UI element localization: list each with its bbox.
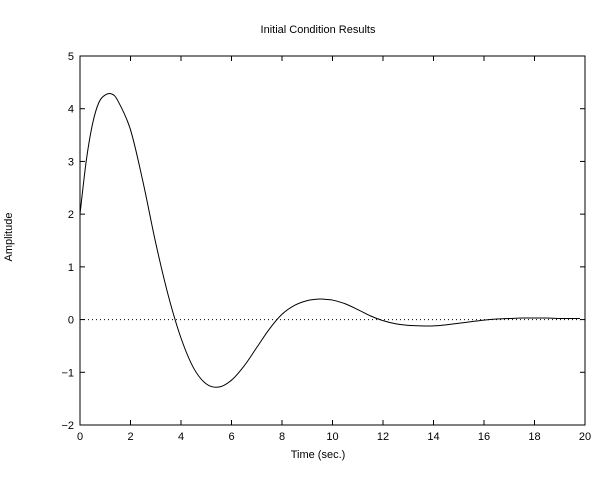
x-tick-label: 4 [178, 431, 184, 443]
y-tick-label: 0 [68, 315, 74, 327]
x-tick-label: 0 [77, 431, 83, 443]
y-tick-label: 2 [68, 209, 74, 221]
series-line [79, 92, 580, 388]
x-tick-label: 16 [478, 431, 490, 443]
y-ticks: −2 −1 0 1 2 3 4 5 [61, 51, 585, 432]
x-tick-label: 14 [427, 431, 439, 443]
x-tick-label: 20 [579, 431, 591, 443]
x-axis-label: Time (sec.) [291, 449, 346, 461]
x-ticks: 0 2 4 6 8 10 12 14 16 18 20 [77, 56, 591, 443]
y-tick-label: 3 [68, 156, 74, 168]
x-tick-label: 2 [127, 431, 133, 443]
y-tick-label: 1 [68, 262, 74, 274]
x-tick-label: 12 [377, 431, 389, 443]
x-tick-label: 18 [528, 431, 540, 443]
x-tick-label: 10 [326, 431, 338, 443]
chart-title: Initial Condition Results [261, 24, 376, 36]
y-tick-label: −2 [61, 420, 74, 432]
y-tick-label: −1 [61, 367, 74, 379]
y-tick-label: 4 [68, 104, 74, 116]
x-tick-label: 6 [228, 431, 234, 443]
series-layer [79, 92, 580, 388]
x-tick-label: 8 [279, 431, 285, 443]
y-axis-label: Amplitude [3, 213, 15, 262]
y-tick-label: 5 [68, 51, 74, 63]
